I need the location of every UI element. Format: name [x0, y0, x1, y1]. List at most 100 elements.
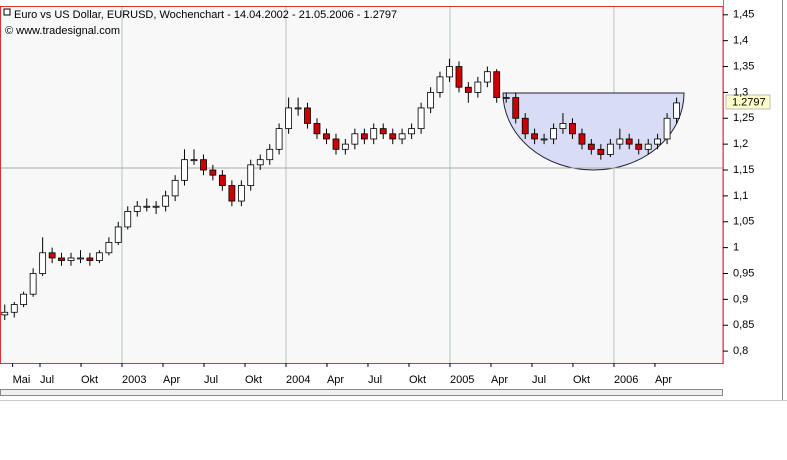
plot-area: [0, 6, 723, 363]
x-tick-label: Jul: [532, 374, 546, 386]
x-tick-label: Apr: [655, 374, 672, 386]
candle-body: [625, 138, 633, 145]
candle-body: [124, 211, 132, 228]
candle-body: [654, 138, 661, 145]
candle-body: [304, 107, 311, 124]
candle-body: [398, 133, 406, 140]
last-price-box: [725, 94, 771, 110]
candle-body: [663, 117, 671, 140]
candle-body: [550, 128, 558, 140]
candle-body: [247, 164, 255, 186]
candle-body: [502, 97, 510, 99]
candle-body: [578, 133, 586, 145]
x-tick-label: Apr: [327, 374, 344, 386]
x-tick-label: Jul: [368, 374, 382, 386]
x-tick-label: Apr: [491, 374, 508, 386]
candle-body: [294, 107, 302, 110]
candle-body: [218, 174, 226, 186]
candle-body: [493, 71, 501, 98]
candle-body: [29, 273, 37, 295]
candle-body: [209, 169, 217, 176]
candle-body: [427, 92, 435, 109]
y-tick-label: 1,05: [733, 216, 754, 228]
chart-subtitle: © www.tradesignal.com: [5, 25, 120, 37]
candle-body: [644, 143, 652, 150]
candle-body: [162, 195, 170, 207]
candle-body: [569, 123, 576, 135]
candle-body: [635, 143, 643, 150]
candle-body: [455, 66, 463, 88]
candle-body: [474, 81, 482, 93]
y-tick-label: 1,2: [733, 138, 748, 150]
x-tick-label: Okt: [245, 374, 262, 386]
candle-body: [521, 117, 529, 135]
candle-body: [313, 123, 321, 135]
y-tick-label: 1,1: [733, 190, 748, 202]
candle-body: [332, 138, 340, 150]
candle-body: [360, 133, 368, 140]
candle-body: [1, 311, 9, 316]
candles: [1, 58, 680, 321]
candle-body: [323, 133, 330, 140]
x-tick-label: Jul: [40, 374, 54, 386]
candle-body: [417, 107, 425, 130]
x-tick-label: 2003: [122, 374, 146, 386]
candle-body: [228, 185, 236, 202]
candle-body: [114, 226, 122, 243]
candle-body: [133, 205, 141, 212]
candle-body: [190, 159, 198, 162]
candle-body: [408, 128, 415, 135]
y-tick-label: 1,3: [733, 86, 748, 98]
candle-body: [105, 242, 113, 254]
y-tick-label: 0,9: [733, 293, 748, 305]
x-tick-label: 2005: [450, 374, 474, 386]
candle-body: [143, 205, 151, 208]
symbol-icon: [3, 8, 11, 16]
y-tick-label: 1,45: [733, 9, 754, 21]
candle-body: [171, 179, 179, 197]
y-tick-label: 0,95: [733, 267, 754, 279]
candle-body: [379, 128, 387, 135]
candle-body: [446, 66, 453, 78]
candle-body: [20, 293, 28, 305]
candle-body: [436, 76, 444, 93]
x-tick-label: 2006: [614, 374, 638, 386]
scrollbar[interactable]: [0, 389, 723, 396]
candle-body: [351, 133, 359, 145]
candle-body: [540, 138, 548, 141]
candle-body: [587, 143, 595, 150]
x-tick-label: Okt: [573, 374, 590, 386]
chart-title: Euro vs US Dollar, EURUSD, Wochenchart -…: [14, 9, 397, 21]
candle-body: [181, 159, 188, 181]
candle-body: [512, 97, 520, 119]
candle-body: [10, 304, 18, 313]
candle-body: [152, 205, 160, 208]
y-tick-label: 1,4: [733, 35, 748, 47]
candle-body: [616, 138, 624, 145]
candle-body: [464, 86, 472, 93]
candle-body: [483, 71, 491, 83]
candle-body: [48, 252, 56, 259]
candle-body: [77, 257, 84, 260]
candle-body: [256, 159, 264, 166]
y-tick-label: 1,15: [733, 164, 754, 176]
candle-body: [200, 159, 207, 171]
candle-body: [285, 107, 293, 130]
candle-body: [275, 128, 283, 150]
candle-body: [341, 143, 349, 150]
candle-body: [606, 143, 614, 155]
candle-body: [597, 148, 605, 155]
candle-body: [370, 128, 378, 140]
y-tick-label: 1,35: [733, 60, 754, 72]
candle-body: [673, 102, 680, 119]
candle-body: [389, 133, 397, 140]
y-tick-label: 1: [733, 242, 739, 254]
x-tick-label: Jul: [204, 374, 218, 386]
candle-body: [95, 252, 103, 261]
candle-body: [67, 257, 75, 261]
x-tick-label: Okt: [409, 374, 426, 386]
y-tick-label: 0,85: [733, 319, 754, 331]
candle-body: [39, 252, 47, 274]
x-tick-label: Apr: [163, 374, 180, 386]
